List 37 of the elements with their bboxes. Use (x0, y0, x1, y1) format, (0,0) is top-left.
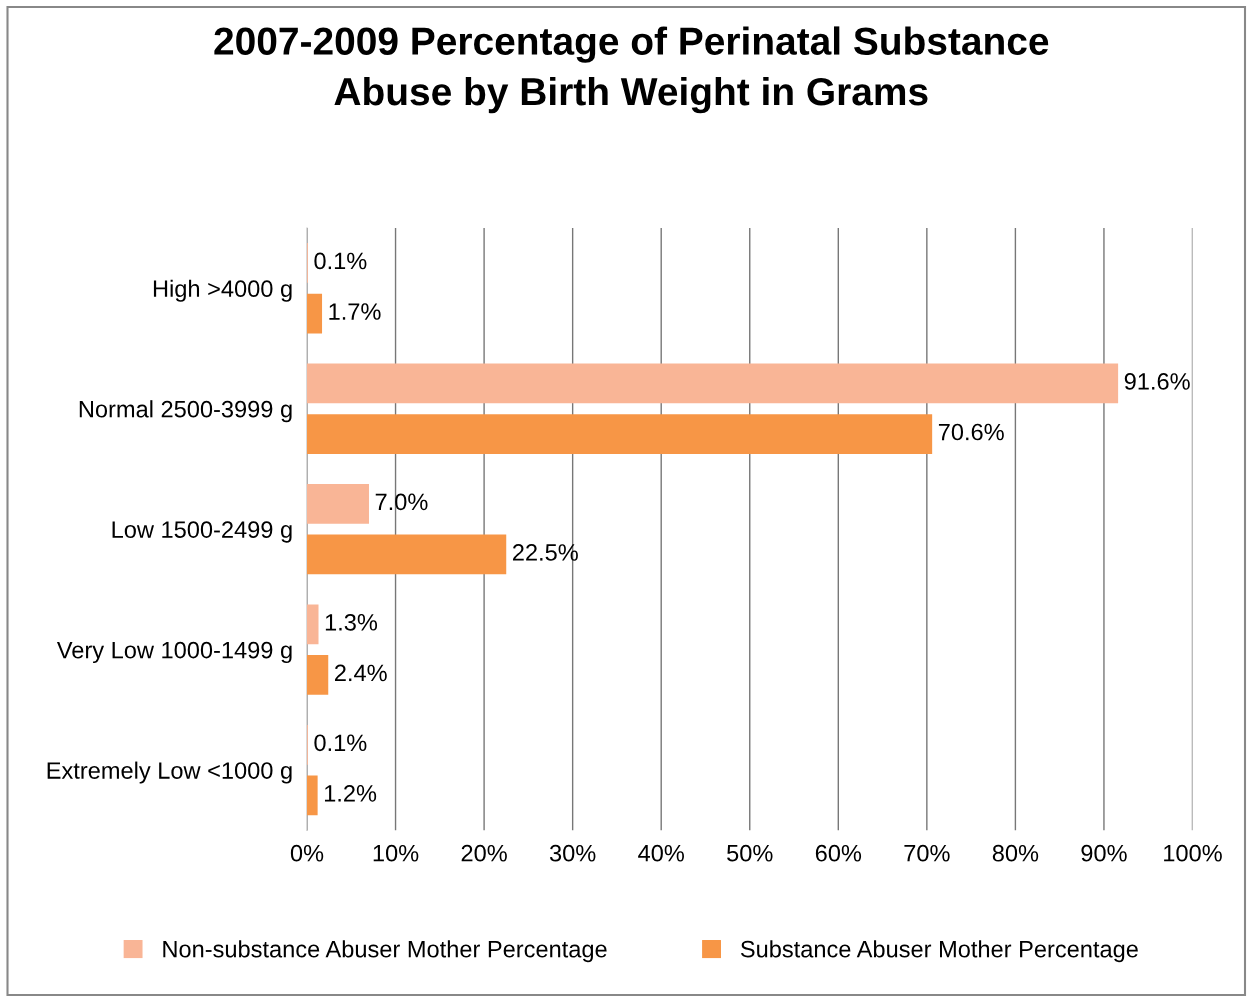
data-label: 1.3% (325, 613, 378, 631)
y-tick-label: Normal 2500-3999 g (79, 400, 292, 423)
data-label: 7.0% (375, 493, 428, 511)
legend-label: Non-substance Abuser Mother Percentage (163, 940, 607, 963)
bar (307, 363, 1119, 404)
data-label: 91.6% (1124, 373, 1190, 390)
x-tick-label: 90% (1081, 844, 1127, 862)
data-label: 2.4% (335, 664, 387, 682)
x-tick-label: 30% (549, 844, 596, 862)
data-label: 0.1% (314, 252, 367, 270)
y-tick-label: High >4000 g (153, 279, 292, 302)
x-tick-label: 0% (290, 844, 324, 862)
chart-title: 2007-2009 Percentage of Perinatal Substance Abuse by Birth Weight in Grams (214, 26, 1049, 114)
data-label: 70.6% (938, 423, 1004, 441)
x-tick-label: 80% (992, 844, 1039, 862)
bar (307, 534, 507, 575)
x-tick-label: 10% (373, 844, 419, 862)
x-tick-label: 20% (461, 844, 507, 862)
bar (307, 484, 369, 524)
data-label: 0.1% (314, 734, 367, 752)
x-tick-label: 50% (727, 844, 773, 862)
legend-label: Substance Abuser Mother Percentage (740, 940, 1138, 963)
bar (307, 655, 329, 695)
data-label: 1.2% (324, 785, 377, 802)
y-tick-label: Extremely Low <1000 g (47, 761, 292, 784)
bar (307, 414, 933, 454)
data-label: 1.7% (329, 303, 381, 320)
bar (307, 293, 323, 334)
bar (307, 604, 319, 645)
x-tick-label: 40% (638, 844, 684, 862)
y-tick-label: Low 1500-2499 g (112, 521, 292, 543)
data-label: 22.5% (512, 544, 578, 561)
y-tick-label: Very Low 1000-1499 g (56, 641, 292, 664)
x-tick-label: 100% (1164, 844, 1222, 862)
x-tick-label: 70% (904, 844, 950, 862)
bar (307, 775, 318, 816)
x-tick-label: 60% (815, 844, 862, 862)
